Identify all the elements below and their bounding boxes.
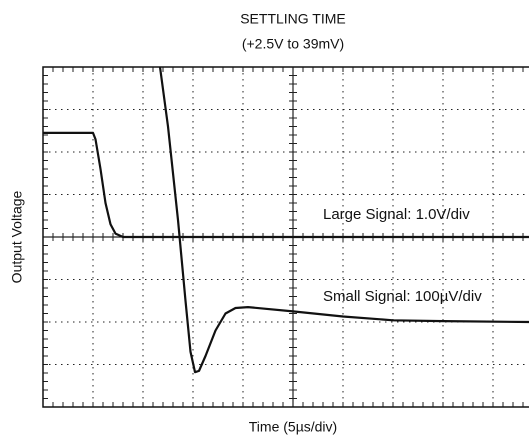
chart-title: SETTLING TIME — [240, 11, 346, 27]
line-trace — [43, 131, 529, 239]
annotation: Small Signal: 100µV/div — [323, 288, 482, 305]
annotation: Large Signal: 1.0V/div — [323, 206, 470, 223]
chart-subtitle: (+2.5V to 39mV) — [242, 36, 344, 52]
line-trace — [158, 66, 529, 374]
plot-frame — [42, 66, 529, 408]
y-axis-label: Output Voltage — [9, 190, 25, 283]
x-axis-label: Time (5µs/div) — [249, 419, 337, 435]
